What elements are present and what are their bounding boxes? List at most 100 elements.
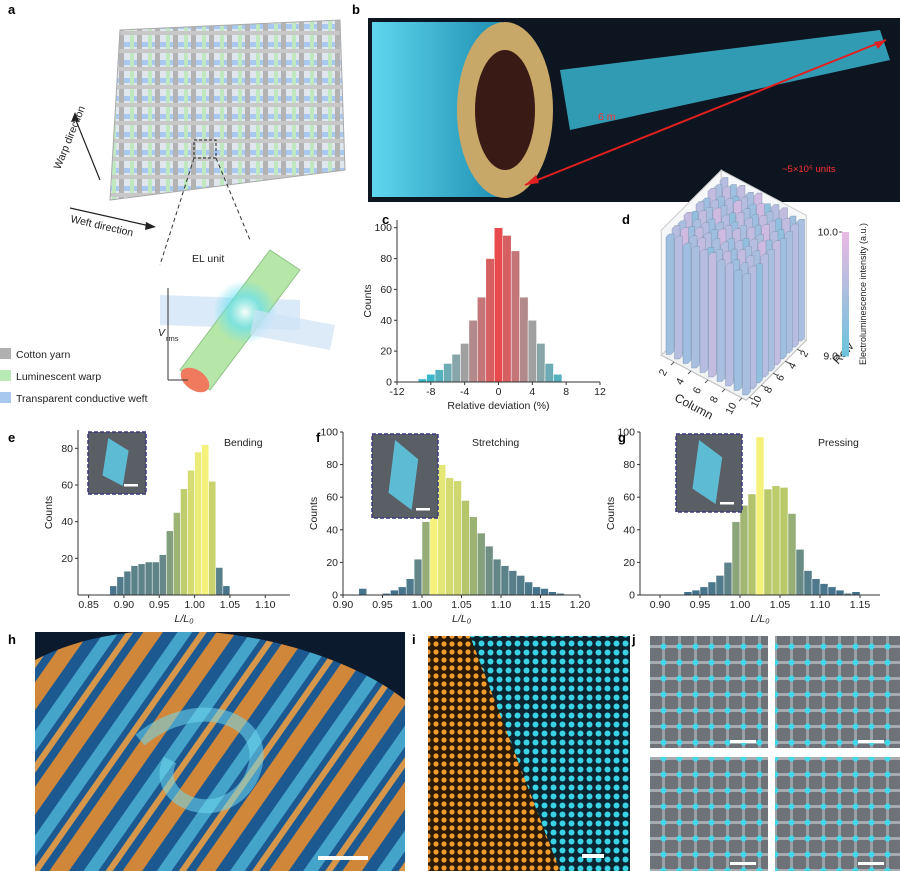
y-tick-label: 0 bbox=[629, 590, 635, 602]
x-tick-label: 1.10 bbox=[491, 599, 512, 611]
colorbar-segment bbox=[842, 232, 849, 238]
x-tick-label: 1.00 bbox=[184, 599, 205, 611]
histogram-bar bbox=[427, 374, 435, 382]
colorbar-segment bbox=[842, 351, 849, 357]
histogram-bar bbox=[435, 370, 443, 382]
x-tick-label: 0.95 bbox=[372, 599, 393, 611]
histogram-bar bbox=[553, 374, 561, 382]
histogram-bar bbox=[131, 566, 138, 595]
histogram-bar bbox=[494, 228, 502, 382]
histogram-bar bbox=[145, 562, 152, 595]
y-tick-label: 0 bbox=[332, 590, 338, 602]
histogram-bar bbox=[406, 579, 414, 595]
x-tick-label: 1.15 bbox=[850, 599, 871, 611]
colorbar-segment bbox=[842, 268, 849, 274]
panel-label: a bbox=[8, 2, 16, 17]
histogram-bar bbox=[477, 297, 485, 382]
colorbar-segment bbox=[842, 273, 849, 279]
x-tick-label: 1.05 bbox=[220, 599, 241, 611]
x-tick-label: 8 bbox=[563, 386, 569, 398]
histogram-bar bbox=[812, 579, 820, 595]
units-label: ~5×10⁵ units bbox=[782, 164, 836, 175]
histogram-bar bbox=[390, 590, 398, 595]
x-tick-label: 4 bbox=[529, 386, 535, 398]
y-tick-label: 60 bbox=[61, 480, 73, 492]
y-tick-label: 8 bbox=[762, 384, 775, 395]
colorbar-tick-label: 10.0 bbox=[818, 227, 839, 239]
y-tick-label: 60 bbox=[623, 492, 635, 504]
bar-3d bbox=[726, 263, 734, 386]
bar-3d bbox=[709, 253, 717, 377]
colorbar-segment bbox=[842, 325, 849, 331]
colorbar-segment bbox=[842, 242, 849, 248]
voltage-label: V bbox=[158, 327, 166, 339]
x-axis-label: L/L₀ bbox=[750, 613, 770, 625]
colorbar-segment bbox=[842, 299, 849, 305]
colorbar-segment bbox=[842, 320, 849, 326]
arrow-head bbox=[145, 222, 156, 230]
histogram-bar bbox=[202, 445, 209, 595]
voltage-subscript: rms bbox=[166, 334, 179, 343]
panel-label: b bbox=[352, 2, 360, 17]
y-tick-label: 20 bbox=[380, 346, 392, 358]
bar-3d bbox=[734, 270, 742, 391]
colorbar-segment bbox=[842, 310, 849, 316]
histogram-bar bbox=[359, 588, 367, 595]
x-tick-label: 0.95 bbox=[149, 599, 170, 611]
x-tick bbox=[722, 389, 725, 392]
x-tick-label: 0.85 bbox=[78, 599, 99, 611]
x-tick-label: 1.00 bbox=[412, 599, 433, 611]
scale-bar bbox=[416, 508, 430, 511]
x-tick-label: 0.90 bbox=[650, 599, 671, 611]
y-tick-label: 40 bbox=[623, 524, 635, 536]
page: Figure html, body { margin: 0; padding: … bbox=[0, 0, 900, 871]
scale-bar bbox=[582, 854, 604, 858]
legend-label: Luminescent warp bbox=[16, 371, 101, 383]
photo-tile bbox=[650, 636, 768, 748]
bar-3d bbox=[717, 260, 725, 382]
histogram-bar bbox=[152, 562, 159, 595]
colorbar-segment bbox=[842, 341, 849, 347]
histogram-bar bbox=[517, 575, 525, 595]
figure: Warp direction Weft direction EL unit V … bbox=[0, 0, 900, 871]
annotation: Pressing bbox=[818, 437, 859, 449]
x-axis-label: L/L₀ bbox=[452, 613, 472, 625]
colorbar-segment bbox=[842, 279, 849, 285]
histogram-bar bbox=[209, 481, 216, 595]
x-tick-label: 8 bbox=[708, 394, 721, 405]
histogram-bar bbox=[460, 343, 468, 382]
x-tick-label: 1.10 bbox=[810, 599, 831, 611]
histogram-bar bbox=[533, 587, 541, 595]
scale-bar bbox=[124, 484, 138, 487]
histogram-bar bbox=[700, 587, 708, 595]
y-tick-label: 80 bbox=[326, 459, 338, 471]
x-tick-label: 1.20 bbox=[570, 599, 591, 611]
y-tick-label: 0 bbox=[386, 377, 392, 389]
histogram-bar bbox=[110, 586, 117, 595]
legend-label: Transparent conductive weft bbox=[16, 393, 148, 405]
histogram-bar bbox=[772, 486, 780, 595]
y-tick-label: 40 bbox=[380, 315, 392, 327]
scale-bar bbox=[730, 740, 756, 743]
histogram-bar bbox=[836, 590, 844, 595]
length-label: 6 m bbox=[598, 111, 616, 123]
histogram-bar bbox=[124, 571, 131, 595]
photo-tile bbox=[775, 636, 900, 748]
legend-swatch bbox=[0, 370, 11, 381]
bar-3d bbox=[666, 234, 674, 355]
bar-3d bbox=[683, 243, 691, 364]
scale-bar bbox=[318, 856, 368, 860]
histogram-bar bbox=[444, 363, 452, 382]
x-tick-label: 2 bbox=[657, 367, 670, 378]
bar-3d bbox=[743, 273, 751, 395]
x-tick-label: 0.90 bbox=[114, 599, 135, 611]
panel-label: e bbox=[8, 430, 15, 445]
colorbar-label: Electroluminescence intensity (a.u.) bbox=[858, 223, 868, 365]
histogram-bar bbox=[537, 343, 545, 382]
histogram-bar bbox=[414, 559, 422, 595]
fabric-weave bbox=[110, 20, 345, 200]
fabric-diagram bbox=[0, 20, 345, 403]
histogram-bar bbox=[454, 481, 462, 595]
scale-bar bbox=[858, 862, 884, 865]
histogram-bar bbox=[511, 251, 519, 382]
